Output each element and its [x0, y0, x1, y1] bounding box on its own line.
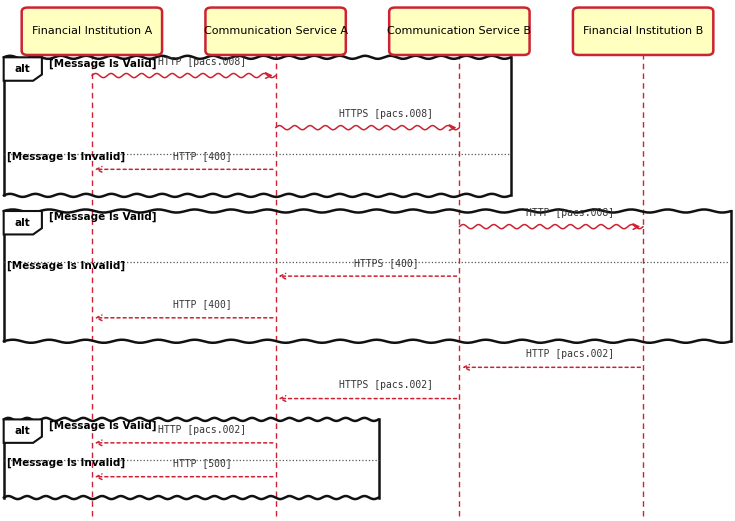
Text: [Message Is Valid]: [Message Is Valid] [49, 212, 157, 222]
Text: HTTP [pacs.002]: HTTP [pacs.002] [526, 349, 614, 359]
Text: [Message Is Invalid]: [Message Is Invalid] [7, 260, 126, 271]
Text: [Message Is Valid]: [Message Is Valid] [49, 58, 157, 69]
Text: HTTPS [pacs.002]: HTTPS [pacs.002] [339, 380, 433, 390]
FancyBboxPatch shape [573, 8, 713, 55]
Text: HTTP [pacs.002]: HTTP [pacs.002] [158, 425, 246, 435]
Text: Communication Service B: Communication Service B [387, 26, 531, 36]
Text: HTTP [400]: HTTP [400] [173, 151, 232, 161]
Text: [Message Is Invalid]: [Message Is Invalid] [7, 458, 126, 468]
Text: HTTPS [400]: HTTPS [400] [354, 258, 418, 268]
Text: HTTPS [pacs.008]: HTTPS [pacs.008] [339, 109, 433, 119]
FancyBboxPatch shape [22, 8, 162, 55]
Text: Communication Service A: Communication Service A [204, 26, 348, 36]
Text: HTTP [pacs.008]: HTTP [pacs.008] [158, 57, 246, 67]
Text: HTTP [500]: HTTP [500] [173, 458, 232, 468]
Text: alt: alt [15, 218, 31, 228]
Polygon shape [4, 419, 42, 443]
Polygon shape [4, 57, 42, 81]
Text: Financial Institution B: Financial Institution B [583, 26, 703, 36]
Polygon shape [4, 211, 42, 234]
FancyBboxPatch shape [390, 8, 529, 55]
Text: [Message Is Invalid]: [Message Is Invalid] [7, 152, 126, 163]
Text: [Message Is Valid]: [Message Is Valid] [49, 420, 157, 431]
FancyBboxPatch shape [205, 8, 345, 55]
Text: alt: alt [15, 426, 31, 436]
Text: HTTP [pacs.008]: HTTP [pacs.008] [526, 208, 614, 218]
Text: HTTP [400]: HTTP [400] [173, 300, 232, 309]
Text: Financial Institution A: Financial Institution A [32, 26, 152, 36]
Text: alt: alt [15, 64, 31, 74]
